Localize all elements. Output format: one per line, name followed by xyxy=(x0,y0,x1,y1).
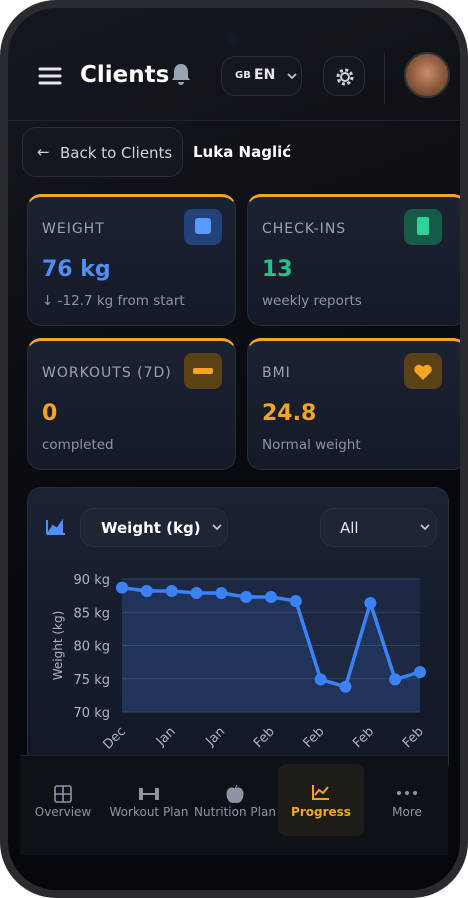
y-tick-label: 90 kg xyxy=(74,573,110,588)
notifications[interactable] xyxy=(170,62,192,86)
back-button[interactable]: ← Back to Clients xyxy=(22,127,183,177)
area xyxy=(122,587,420,712)
x-tick-label: Dec xyxy=(100,724,128,752)
nav-item[interactable]: Overview xyxy=(20,756,106,856)
note-text: -12.7 kg from start xyxy=(57,293,185,309)
metric-select[interactable]: Weight (kg) xyxy=(80,508,228,547)
point xyxy=(215,586,228,599)
settings-button[interactable] xyxy=(323,56,365,96)
range-label: All xyxy=(340,519,359,537)
x-tick-label: Feb xyxy=(301,724,328,751)
y-tick-label: 85 kg xyxy=(74,606,110,621)
y-tick-label: 75 kg xyxy=(74,673,110,688)
weight-chart: 70 kg 75 kg 80 kg 85 kg 90 kg Weight (kg) Dec J… xyxy=(51,573,427,753)
bottom-nav: Overview Workout Plan Nutrition Plan Pro… xyxy=(20,755,448,855)
point xyxy=(314,673,327,686)
x-tick-label: Jan xyxy=(203,724,228,749)
stat-note: ↓ -12.7 kg from start xyxy=(42,293,185,309)
stat-icon xyxy=(404,353,442,389)
flag: GB xyxy=(235,70,251,81)
plot: 70 kg 75 kg 80 kg 85 kg 90 kg Weight (kg) Dec J… xyxy=(51,573,427,753)
chevron xyxy=(420,524,430,531)
point xyxy=(339,680,352,693)
stat-card: CHECK-INS 13 weekly reports xyxy=(247,194,460,326)
back-label: Back to Clients xyxy=(60,144,173,162)
stat-note: Normal weight xyxy=(262,437,361,453)
point xyxy=(165,584,178,597)
nav-label: More xyxy=(392,805,422,819)
metric-label: Weight (kg) xyxy=(101,519,201,537)
stat-label: CHECK-INS xyxy=(262,221,347,237)
point xyxy=(116,581,128,594)
nav-item[interactable]: Nutrition Plan xyxy=(192,756,278,856)
camera xyxy=(226,32,240,46)
stat-icon xyxy=(404,209,442,245)
stat-label: WORKOUTS (7D) xyxy=(42,365,172,381)
avatar[interactable] xyxy=(404,52,450,98)
stat-value: 24.8 xyxy=(262,401,317,426)
y-tick-label: 70 kg xyxy=(74,706,110,721)
nav-label: Nutrition Plan xyxy=(194,805,276,819)
stat-label: BMI xyxy=(262,365,291,381)
stat-value: 0 xyxy=(42,401,58,426)
nav-item[interactable]: More xyxy=(364,756,450,856)
stat-icon xyxy=(184,209,222,245)
stat-card: WORKOUTS (7D) 0 completed xyxy=(27,338,236,470)
nav-item[interactable]: Workout Plan xyxy=(106,756,192,856)
language: EN xyxy=(254,67,276,83)
point xyxy=(389,673,402,686)
point xyxy=(240,590,253,603)
page-title: Clients xyxy=(80,62,170,88)
stat-value: 13 xyxy=(262,257,293,282)
point xyxy=(140,584,153,597)
divider xyxy=(384,52,385,104)
chart-icon xyxy=(46,518,65,535)
header-divider xyxy=(8,120,460,121)
chevron xyxy=(212,524,222,531)
x-tick-label: Feb xyxy=(400,724,427,751)
menu-button[interactable] xyxy=(38,66,62,86)
stat-note: completed xyxy=(42,437,114,453)
range-select[interactable]: All xyxy=(320,508,437,547)
stat-icon xyxy=(184,353,222,389)
note-text: ↓ xyxy=(42,293,58,309)
y-tick-label: 80 kg xyxy=(74,640,110,655)
x-tick-label: Feb xyxy=(350,724,377,751)
point xyxy=(364,596,377,609)
language-select[interactable]: GB EN xyxy=(221,56,302,96)
stat-label: WEIGHT xyxy=(42,221,105,237)
point xyxy=(289,594,302,607)
point xyxy=(414,666,426,679)
screen: Clients GB EN ← Back to Clients Luka Nag… xyxy=(8,8,460,890)
nav-label: Progress xyxy=(291,805,351,819)
nav-label: Workout Plan xyxy=(109,805,189,819)
nav-item-active[interactable]: Progress xyxy=(278,764,364,836)
nav-label: Overview xyxy=(34,805,92,819)
point xyxy=(265,590,277,603)
client-name: Luka Naglić xyxy=(193,143,292,161)
y-axis-label: Weight (kg) xyxy=(51,611,65,681)
stat-value: 76 kg xyxy=(42,257,111,282)
chevron xyxy=(287,73,297,80)
x-tick-label: Feb xyxy=(251,724,278,751)
stat-card: BMI 24.8 Normal weight xyxy=(247,338,460,470)
gear-icon xyxy=(336,68,354,86)
stat-note: weekly reports xyxy=(262,293,362,309)
x-tick-label: Jan xyxy=(153,724,178,749)
point xyxy=(190,586,203,599)
stat-card: WEIGHT 76 kg ↓ -12.7 kg from start xyxy=(27,194,236,326)
